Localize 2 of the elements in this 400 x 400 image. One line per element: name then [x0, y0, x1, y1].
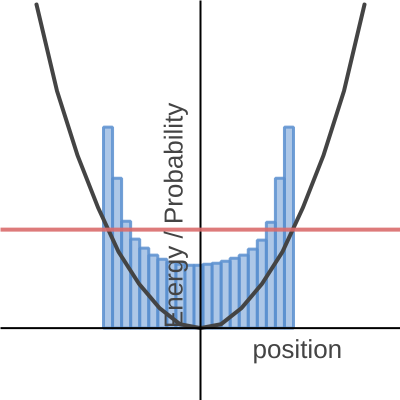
bar [282, 126, 295, 330]
x-axis-title: position [252, 334, 342, 364]
